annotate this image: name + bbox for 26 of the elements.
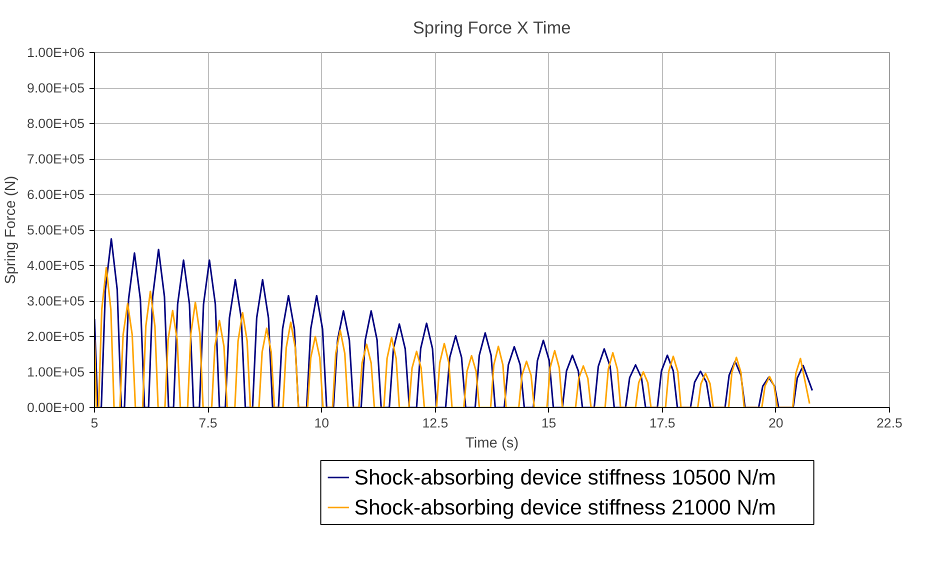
x-tick-label: 7.5: [198, 416, 218, 430]
y-tick-label: 1.00E+06: [27, 45, 85, 60]
x-tick-label: 5: [90, 416, 98, 430]
chart-title: Spring Force X Time: [412, 18, 571, 38]
x-tick-label: 10: [314, 416, 330, 430]
y-tick-label: 5.00E+05: [27, 222, 85, 238]
y-tick-label: 4.00E+05: [27, 258, 85, 273]
y-tick-label: 8.00E+05: [27, 116, 85, 131]
y-tick-label: 0.00E+00: [27, 400, 85, 415]
x-tick-label: 20: [768, 416, 784, 430]
y-tick-label: 7.00E+05: [27, 152, 85, 166]
x-tick-label: 22.5: [876, 416, 902, 430]
y-tick-label: 1.00E+05: [27, 364, 85, 380]
x-tick-label: 12.5: [422, 416, 448, 430]
legend-label: Shock-absorbing device stiffness 21000 N/m: [354, 496, 776, 520]
y-tick-label: 9.00E+05: [27, 80, 85, 96]
line-series: [94, 266, 810, 408]
x-tick-label: 17.5: [649, 416, 676, 430]
legend-label: Shock-absorbing device stiffness 10500 N/m: [354, 466, 776, 490]
y-tick-label: 2.00E+05: [27, 329, 85, 344]
x-axis-title: Time (s): [465, 436, 519, 452]
y-tick-label: 3.00E+05: [27, 294, 85, 308]
y-tick-label: 6.00E+05: [27, 187, 85, 202]
y-axis-title: Spring Force (N): [3, 176, 20, 284]
x-tick-label: 15: [541, 416, 556, 430]
line-series: [94, 238, 814, 408]
